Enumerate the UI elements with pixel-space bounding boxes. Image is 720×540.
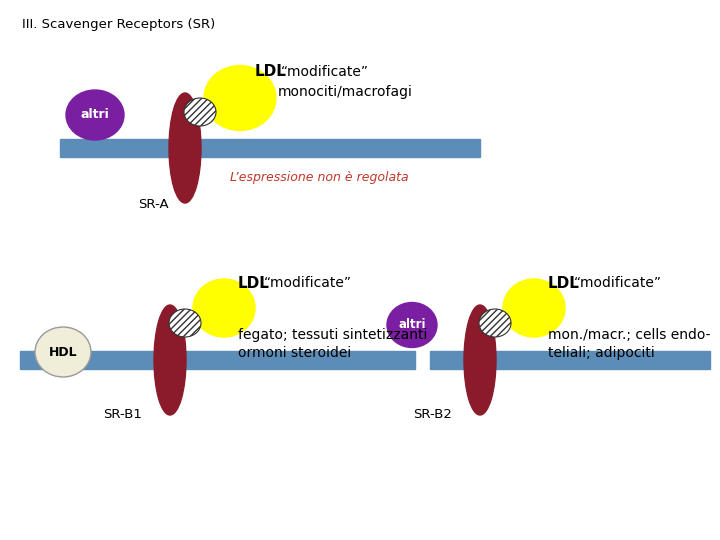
Text: fegato; tessuti sintetizzanti
ormoni steroidei: fegato; tessuti sintetizzanti ormoni ste…	[238, 328, 428, 360]
Text: LDL: LDL	[548, 275, 580, 291]
Text: L’espressione non è regolata: L’espressione non è regolata	[230, 172, 409, 185]
Ellipse shape	[479, 309, 511, 337]
Bar	[60, 139, 480, 157]
Ellipse shape	[503, 279, 565, 337]
Text: HDL: HDL	[49, 346, 77, 359]
Ellipse shape	[154, 305, 186, 415]
Text: mon./macr.; cells endo-
teliali; adipociti: mon./macr.; cells endo- teliali; adipoci…	[548, 328, 711, 360]
Bar	[430, 351, 710, 369]
Ellipse shape	[35, 327, 91, 377]
Text: “modificate”: “modificate”	[574, 276, 662, 290]
Ellipse shape	[66, 90, 124, 140]
Text: altri: altri	[398, 319, 426, 332]
Text: SR-B2: SR-B2	[413, 408, 452, 422]
Text: LDL: LDL	[255, 64, 287, 79]
Text: III. Scavenger Receptors (SR): III. Scavenger Receptors (SR)	[22, 18, 215, 31]
Ellipse shape	[169, 93, 201, 203]
Text: “modificate”: “modificate”	[264, 276, 352, 290]
Ellipse shape	[169, 309, 201, 337]
Text: monociti/macrofagi: monociti/macrofagi	[278, 85, 413, 99]
Ellipse shape	[464, 305, 496, 415]
Text: “modificate”: “modificate”	[281, 65, 369, 79]
Text: altri: altri	[81, 109, 109, 122]
Text: SR-A: SR-A	[138, 199, 168, 212]
Text: LDL: LDL	[238, 275, 270, 291]
Bar	[20, 351, 415, 369]
Ellipse shape	[387, 302, 437, 348]
Ellipse shape	[204, 65, 276, 131]
Ellipse shape	[193, 279, 255, 337]
Text: SR-B1: SR-B1	[103, 408, 142, 422]
Ellipse shape	[184, 98, 216, 126]
